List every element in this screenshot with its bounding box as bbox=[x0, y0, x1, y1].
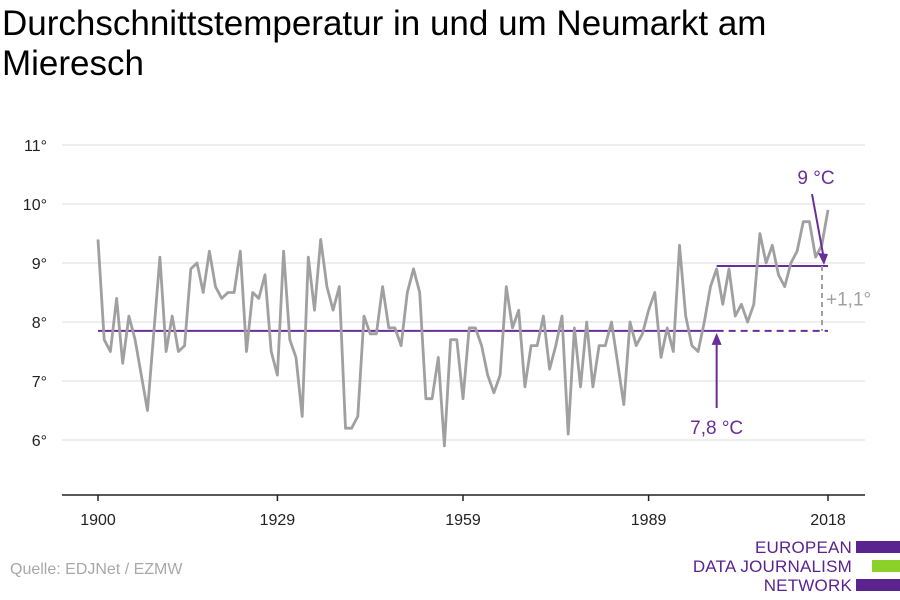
baseline-mean-label: 7,8 °C bbox=[690, 418, 743, 439]
x-axis: 1900 1929 1959 1989 2018 bbox=[62, 494, 865, 529]
x-tick-label: 1989 bbox=[631, 512, 667, 529]
y-tick-label: 7° bbox=[32, 374, 47, 391]
series-group bbox=[96, 209, 830, 448]
arrow-recent-head bbox=[818, 252, 828, 265]
logo-line-european: EUROPEAN bbox=[754, 538, 852, 557]
difference-label: +1,1° bbox=[826, 289, 871, 310]
x-tick-label: 2018 bbox=[810, 512, 846, 529]
arrow-recent-shaft bbox=[811, 193, 824, 255]
edjnet-logo: EUROPEAN DATA JOURNALISM NETWORK bbox=[693, 538, 900, 598]
y-axis-tick-labels: 6° 7° 8° 9° 10° 11° bbox=[23, 138, 47, 450]
x-tick-label: 1959 bbox=[445, 512, 481, 529]
x-tick-label: 1929 bbox=[260, 512, 296, 529]
chart-title: Durchschnittstemperatur in und um Neumar… bbox=[2, 4, 767, 83]
logo-line-network: NETWORK bbox=[763, 576, 852, 595]
source-note: Quelle: EDJNet / EZMW bbox=[10, 561, 183, 578]
y-tick-label: 10° bbox=[23, 197, 47, 214]
logo-bar-purple-bottom bbox=[856, 579, 900, 591]
arrow-baseline-head bbox=[711, 332, 722, 345]
annotations: +1,1° 7,8 °C 9 °C bbox=[690, 168, 871, 439]
logo-bar-green bbox=[872, 560, 900, 572]
y-tick-label: 8° bbox=[32, 315, 47, 332]
logo-line-data-journalism: DATA JOURNALISM bbox=[692, 557, 852, 576]
y-tick-label: 6° bbox=[32, 433, 47, 450]
y-tick-label: 9° bbox=[32, 256, 47, 273]
x-tick-label: 1900 bbox=[80, 512, 116, 529]
line-chart: 6° 7° 8° 9° 10° 11° 1900 1929 1959 1989 2018 +1,1… bbox=[23, 138, 871, 529]
logo-bar-purple-top bbox=[856, 541, 900, 553]
series-line-temperature bbox=[96, 209, 830, 448]
y-tick-label: 11° bbox=[24, 138, 47, 155]
recent-mean-label: 9 °C bbox=[797, 168, 834, 189]
gridlines bbox=[62, 144, 865, 441]
